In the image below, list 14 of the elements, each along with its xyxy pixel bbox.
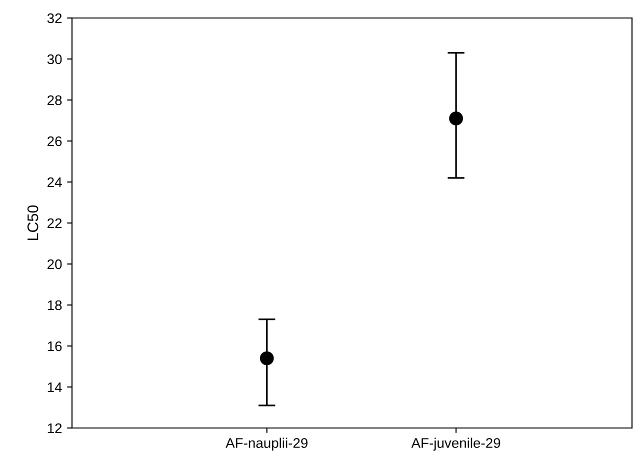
y-axis-title: LC50 [27, 205, 38, 240]
y-tick-label: 12 [48, 423, 62, 434]
y-tick-label: 14 [48, 382, 62, 392]
y-tick-label: 20 [48, 259, 62, 270]
y-tick-label: 24 [48, 177, 62, 188]
y-tick-label: 22 [48, 218, 62, 228]
x-tick-label: AF-juvenile-29 [411, 438, 500, 451]
y-tick-label: 32 [47, 13, 62, 24]
y-tick-label: 26 [48, 136, 62, 146]
y-tick-label: 18 [48, 300, 62, 310]
y-tick-label: 28 [48, 95, 62, 106]
y-tick-label: 16 [48, 341, 62, 352]
x-tick-label: AF-nauplii-29 [226, 438, 308, 451]
y-tick-label: 30 [47, 54, 62, 64]
